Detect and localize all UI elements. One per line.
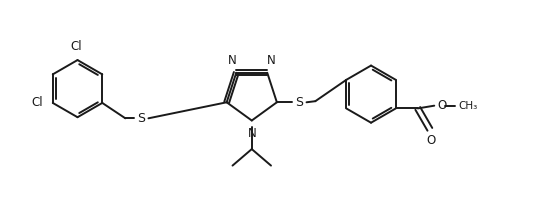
Text: N: N <box>247 127 256 140</box>
Text: N: N <box>227 54 236 67</box>
Text: O: O <box>426 134 436 147</box>
Text: Cl: Cl <box>32 96 43 109</box>
Text: S: S <box>137 112 145 125</box>
Text: CH₃: CH₃ <box>458 101 477 111</box>
Text: S: S <box>295 96 303 109</box>
Text: O: O <box>437 99 446 112</box>
Text: N: N <box>267 54 276 67</box>
Text: Cl: Cl <box>71 40 82 53</box>
